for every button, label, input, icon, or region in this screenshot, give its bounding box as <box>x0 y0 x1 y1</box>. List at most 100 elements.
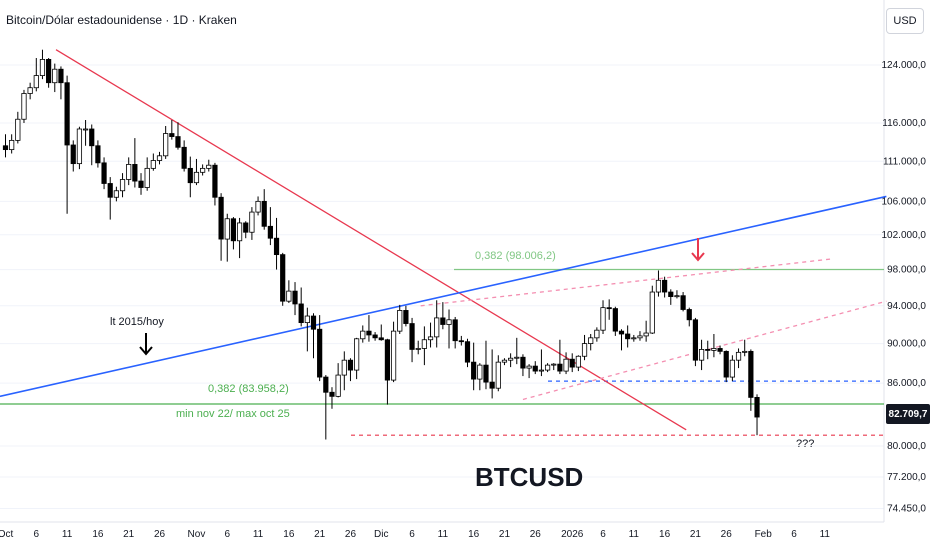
candle <box>446 309 452 349</box>
y-axis[interactable]: 124.000,0 116.000,0 111.000,0 106.000,0 102.… <box>882 60 927 515</box>
x-tick-label: 2026 <box>561 529 584 540</box>
candle-body-up <box>446 319 452 325</box>
candle-body-down <box>230 218 237 242</box>
candle-body-up <box>742 350 748 353</box>
candle-body-down <box>298 303 304 324</box>
candle-body-up <box>206 164 212 169</box>
candle-body-down <box>329 391 335 397</box>
x-tick-label: 6 <box>34 529 40 540</box>
candle-body-down <box>748 350 754 398</box>
candle <box>9 134 15 154</box>
candle-body-up <box>711 348 717 351</box>
axis-lines <box>0 0 885 523</box>
x-tick-label: 21 <box>123 529 135 540</box>
x-tick-label: 26 <box>530 529 542 540</box>
currency-button[interactable]: USD <box>886 8 924 34</box>
chart-title: Bitcoin/Dólar estadounidense · 1D · Krak… <box>6 13 237 27</box>
candle <box>508 353 514 368</box>
x-tick-label: 21 <box>690 529 702 540</box>
candle <box>427 322 434 348</box>
candle-body-down <box>89 128 95 147</box>
x-axis[interactable]: Oct 6 11 16 21 26 Nov 6 11 16 21 26 Dic 6 11 16 21 26 2026… <box>0 529 830 540</box>
candle <box>588 333 594 351</box>
candle-body-down <box>181 146 187 169</box>
candle-body-up <box>150 160 156 169</box>
channel-upper-dashed <box>420 258 832 307</box>
candle <box>200 164 206 176</box>
candle <box>21 89 27 123</box>
candle-body-down <box>2 145 9 151</box>
candle <box>341 351 347 391</box>
candle-body-up <box>52 68 58 84</box>
candle <box>643 320 649 342</box>
candle <box>144 157 150 191</box>
candle <box>101 157 107 190</box>
candle <box>212 162 218 206</box>
candle-body-up <box>581 343 588 357</box>
candle <box>409 317 415 363</box>
candle <box>705 340 711 360</box>
candle-body-up <box>649 291 655 334</box>
candle-body-down <box>101 162 107 184</box>
candle <box>255 196 261 216</box>
candle-body-down <box>64 82 70 146</box>
candle-body-up <box>631 337 637 340</box>
candle <box>354 337 360 380</box>
candle <box>612 306 618 336</box>
candle-body-down <box>310 315 317 330</box>
x-tick-label: 6 <box>224 529 230 540</box>
candle-body-up <box>39 59 46 76</box>
candle <box>631 334 637 342</box>
x-tick-label: 16 <box>92 529 104 540</box>
candle <box>600 300 606 334</box>
candle-body-down <box>717 348 723 352</box>
candle <box>637 331 643 341</box>
candle-body-down <box>323 376 329 393</box>
y-tick-label: 77.200,0 <box>887 472 926 483</box>
candle <box>317 315 323 382</box>
last-price-tag: 82.709,7 <box>886 404 930 424</box>
candle <box>218 193 224 261</box>
down-arrow-icon <box>139 333 153 356</box>
candle <box>181 140 187 172</box>
candle-body-down <box>668 291 674 298</box>
x-tick-label: 6 <box>600 529 606 540</box>
candle-body-up <box>434 317 440 338</box>
candle-body-up <box>224 218 230 240</box>
candle <box>581 334 588 361</box>
candle <box>366 315 372 342</box>
candle <box>434 300 440 348</box>
candle <box>717 345 723 355</box>
candle-body-up <box>119 179 126 192</box>
candle <box>618 329 625 351</box>
candle <box>489 349 495 399</box>
candle <box>514 337 520 365</box>
candle-body-up <box>27 87 33 94</box>
candle <box>680 292 686 312</box>
candle <box>606 299 612 320</box>
candle-body-down <box>175 136 181 148</box>
candle-body-up <box>397 310 403 332</box>
candle-body-down <box>366 330 372 336</box>
candle-body-up <box>390 330 397 381</box>
candle <box>674 290 680 299</box>
candle-body-up <box>594 329 600 339</box>
candle-body-down <box>606 307 612 310</box>
candle-body-down <box>618 330 625 335</box>
candle <box>477 363 483 391</box>
candle <box>187 156 193 198</box>
candle-body-down <box>532 365 538 372</box>
support-label: min nov 22/ max oct 25 <box>176 408 290 420</box>
candle <box>372 332 378 341</box>
x-tick-label: 11 <box>62 529 73 540</box>
candle <box>471 342 477 391</box>
candle-body-up <box>415 348 421 350</box>
candle <box>452 316 458 349</box>
candle <box>421 326 427 366</box>
candle-body-down <box>612 308 618 332</box>
x-tick-label: 6 <box>409 529 415 540</box>
x-tick-label: 16 <box>468 529 480 540</box>
x-tick-label: 26 <box>154 529 166 540</box>
candle-body-down <box>692 319 699 361</box>
